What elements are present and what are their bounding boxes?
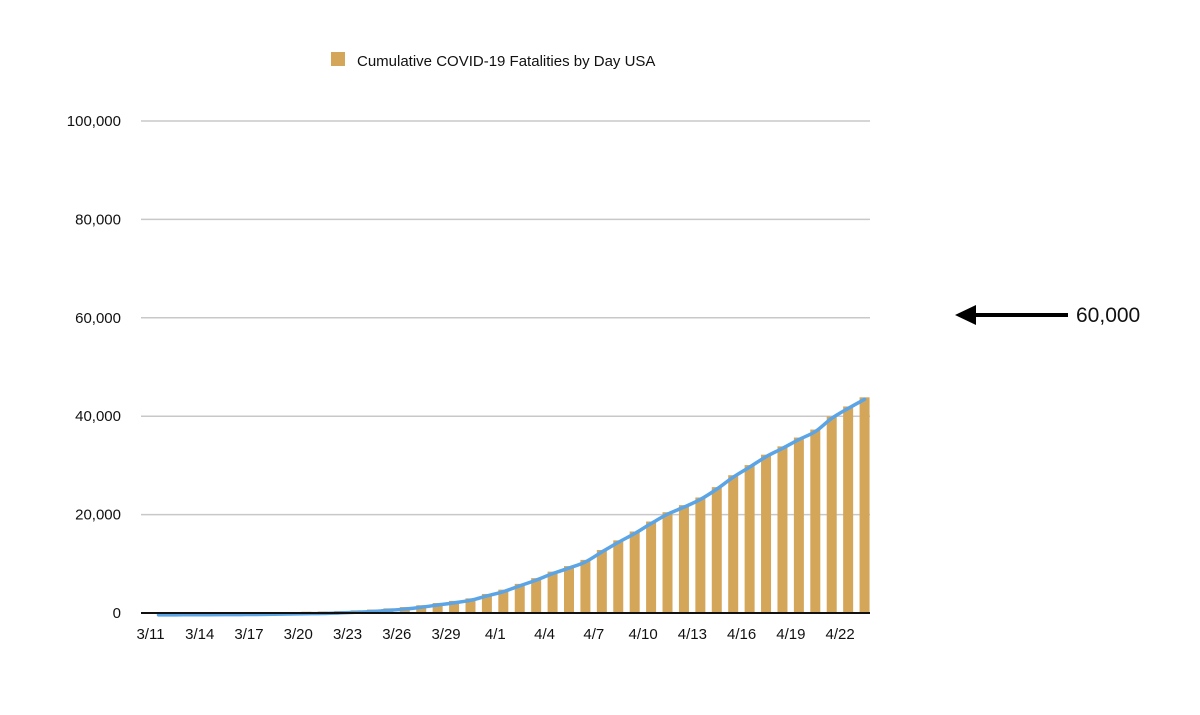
bars [153, 397, 870, 614]
trendline [156, 397, 867, 617]
bar [547, 571, 558, 613]
x-tick-label: 3/23 [333, 626, 362, 643]
x-tick-label: 4/10 [628, 626, 657, 643]
y-tick-label: 20,000 [75, 507, 121, 524]
bar [810, 429, 821, 613]
bar [646, 521, 657, 613]
x-tick-label: 3/26 [382, 626, 411, 643]
bar [481, 593, 492, 613]
bar [793, 437, 804, 613]
bar [531, 578, 542, 613]
x-tick-label: 3/14 [185, 626, 214, 643]
bar [613, 540, 624, 613]
y-tick-label: 0 [113, 605, 121, 622]
x-tick-label: 3/17 [234, 626, 263, 643]
arrowhead-icon [955, 305, 976, 325]
bar [629, 531, 640, 613]
x-tick-label: 4/13 [678, 626, 707, 643]
bar [449, 600, 460, 613]
x-tick-label: 4/22 [826, 626, 855, 643]
bar [711, 487, 722, 613]
legend-swatch [331, 52, 345, 66]
y-tick-label: 60,000 [75, 310, 121, 327]
bar [432, 603, 443, 613]
bar [859, 397, 870, 613]
y-tick-label: 80,000 [75, 211, 121, 228]
x-tick-label: 4/4 [534, 626, 555, 643]
y-tick-label: 40,000 [75, 408, 121, 425]
callout-label: 60,000 [1076, 304, 1140, 327]
x-tick-label: 3/20 [284, 626, 313, 643]
callout: 60,000 [955, 304, 1140, 327]
x-axis-ticks: 3/11 3/14 3/17 3/20 3/23 3/26 3/29 4/1 4/4 4/7 4/1… [136, 626, 854, 643]
bar [465, 598, 476, 613]
bar [761, 454, 772, 613]
bar [498, 589, 509, 613]
bar [695, 497, 706, 613]
x-tick-label: 4/16 [727, 626, 756, 643]
y-axis-ticks: 0 20,000 40,000 60,000 80,000 100,000 [67, 113, 121, 622]
x-tick-label: 3/29 [431, 626, 460, 643]
bar [728, 475, 739, 613]
bar [744, 465, 755, 613]
bar [596, 549, 607, 613]
bar [777, 446, 788, 613]
y-tick-label: 100,000 [67, 113, 121, 130]
x-tick-label: 3/11 [136, 626, 164, 643]
legend: Cumulative COVID-19 Fatalities by Day US… [331, 52, 655, 70]
x-tick-label: 4/19 [776, 626, 805, 643]
bar [662, 512, 673, 613]
trendline-layer [156, 397, 867, 617]
bar [843, 406, 854, 613]
bar [826, 416, 837, 613]
bar [416, 605, 427, 613]
x-tick-label: 4/1 [485, 626, 506, 643]
legend-label: Cumulative COVID-19 Fatalities by Day US… [357, 53, 655, 70]
bar [580, 559, 591, 613]
bar [514, 583, 525, 613]
bar [678, 505, 689, 613]
x-tick-label: 4/7 [583, 626, 604, 643]
bar [564, 566, 574, 613]
